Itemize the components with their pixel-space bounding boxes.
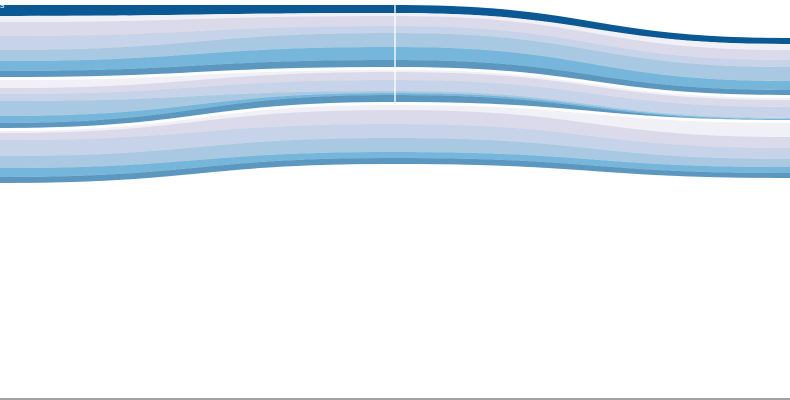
band-1-layer-3 xyxy=(0,16,790,60)
band-2-layer-2 xyxy=(0,72,790,107)
band-3-layer-2 xyxy=(0,110,790,148)
band-3-layer-4 xyxy=(0,138,790,168)
band-3-layer-1 xyxy=(0,105,790,137)
band-1-layer-5 xyxy=(0,33,790,81)
band-1-layer-2 xyxy=(0,13,790,50)
band-3-layer-5 xyxy=(0,152,790,177)
band-1-layer-4 xyxy=(0,26,790,67)
band-2-layer-3 xyxy=(0,80,790,118)
band-3-layer-6 xyxy=(0,158,790,183)
corner-label: s xyxy=(0,0,5,10)
band-2-layer-4 xyxy=(0,91,790,119)
band-1-layer-6 xyxy=(0,47,790,90)
band-2-layer-5 xyxy=(0,93,790,123)
band-1-layer-7 xyxy=(0,60,790,95)
band-3-layer-3 xyxy=(0,124,790,159)
band-2-layer-1 xyxy=(0,70,790,100)
